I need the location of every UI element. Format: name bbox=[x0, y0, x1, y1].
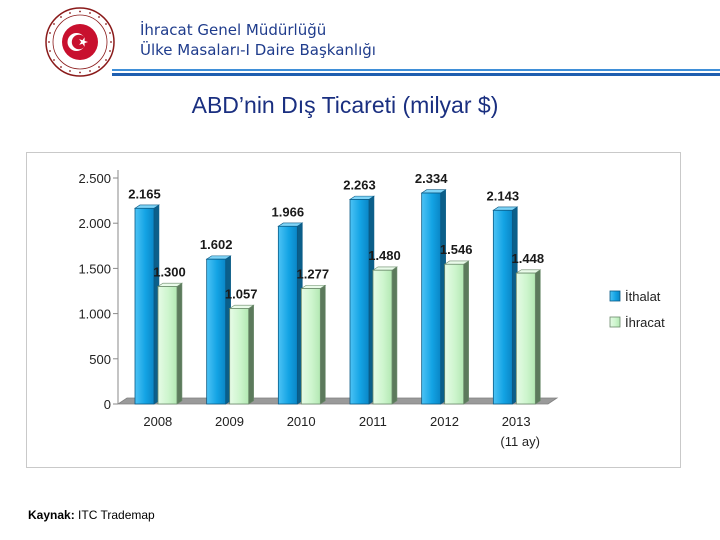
x-tick-label: 2010 bbox=[287, 414, 316, 429]
legend-swatch-ihracat bbox=[609, 316, 621, 328]
bar-ihracat bbox=[444, 263, 465, 405]
data-label-ihracat: 1.277 bbox=[297, 267, 330, 282]
data-label-ihracat: 1.300 bbox=[153, 264, 186, 279]
chart-frame bbox=[26, 152, 681, 468]
source-value: ITC Trademap bbox=[78, 508, 155, 522]
bar-side-ihracat bbox=[176, 282, 183, 405]
data-label-ihracat: 1.480 bbox=[368, 248, 401, 263]
data-label-ihracat: 1.546 bbox=[440, 242, 473, 257]
legend-swatch-ithalat bbox=[609, 290, 621, 302]
x-tick-label: 2009 bbox=[215, 414, 244, 429]
header-divider-thick bbox=[112, 73, 720, 76]
org-line-1: İhracat Genel Müdürlüğü bbox=[140, 21, 327, 39]
bar-ihracat bbox=[515, 272, 536, 405]
data-label-ithalat: 1.602 bbox=[200, 237, 233, 252]
slide-title: ABD’nin Dış Ticareti (milyar $) bbox=[191, 92, 499, 118]
bar-side-ihracat bbox=[463, 260, 469, 405]
data-label-ihracat: 1.057 bbox=[225, 286, 258, 301]
bar-ihracat bbox=[372, 269, 393, 405]
bar-ithalat bbox=[134, 207, 155, 405]
bar-side-ihracat bbox=[535, 269, 541, 405]
y-tick-label: 0 bbox=[104, 397, 111, 412]
header: İhracat Genel Müdürlüğü Ülke Masaları-I … bbox=[0, 0, 720, 90]
x-tick-label: 2011 bbox=[359, 414, 387, 429]
legend-label-ithalat: İthalat bbox=[625, 289, 661, 304]
y-tick-label: 1.500 bbox=[78, 261, 111, 276]
x-tick-label: 2012 bbox=[430, 414, 459, 429]
source-label: Kaynak: bbox=[28, 508, 75, 522]
bar-side-ihracat bbox=[391, 266, 398, 405]
bar-side-ihracat bbox=[320, 284, 326, 405]
y-tick-label: 500 bbox=[89, 352, 111, 367]
data-label-ihracat: 1.448 bbox=[512, 251, 545, 266]
legend-label-ihracat: İhracat bbox=[625, 315, 665, 330]
org-line-2: Ülke Masaları-I Daire Başkanlığı bbox=[140, 41, 376, 59]
x-tick-label: 2013 bbox=[502, 414, 531, 429]
y-tick-label: 2.500 bbox=[78, 171, 111, 186]
source-note: Kaynak: ITC Trademap bbox=[28, 508, 155, 522]
ministry-seal-icon bbox=[45, 7, 115, 77]
data-label-ithalat: 2.263 bbox=[343, 177, 376, 192]
bar-ithalat bbox=[277, 225, 298, 405]
bar-ithalat bbox=[421, 192, 442, 405]
bar-ithalat bbox=[206, 258, 227, 405]
y-tick-label: 2.000 bbox=[78, 216, 111, 231]
bar-ithalat bbox=[492, 209, 513, 405]
bar-side-ihracat bbox=[248, 304, 254, 405]
data-label-ithalat: 2.143 bbox=[487, 188, 520, 203]
organization-name: İhracat Genel Müdürlüğü Ülke Masaları-I … bbox=[140, 20, 376, 60]
header-divider bbox=[112, 69, 720, 71]
chart-floor bbox=[116, 397, 559, 405]
bar-ihracat bbox=[157, 286, 178, 405]
x-tick-sublabel: (11 ay) bbox=[500, 434, 540, 449]
bar-ithalat bbox=[349, 199, 370, 405]
data-label-ithalat: 2.165 bbox=[128, 186, 161, 201]
bar-ihracat bbox=[229, 308, 250, 405]
data-label-ithalat: 2.334 bbox=[415, 171, 448, 186]
x-tick-label: 2008 bbox=[143, 414, 172, 429]
y-tick-label: 1.000 bbox=[78, 307, 111, 322]
bar-ihracat bbox=[300, 288, 321, 405]
data-label-ithalat: 1.966 bbox=[272, 204, 305, 219]
